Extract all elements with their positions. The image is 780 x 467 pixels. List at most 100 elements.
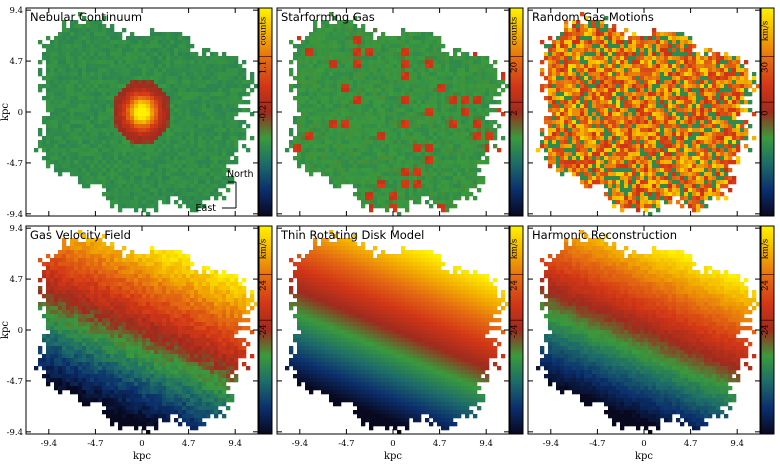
heatmap-cell	[325, 172, 330, 177]
heatmap-cell	[42, 148, 47, 153]
heatmap-cell	[162, 120, 167, 125]
heatmap-cell	[313, 152, 318, 157]
heatmap-cell	[214, 100, 219, 105]
heatmap-cell	[226, 140, 231, 145]
heatmap-cell	[349, 80, 354, 85]
heatmap-cell	[66, 152, 71, 157]
heatmap-cell	[222, 128, 227, 133]
heatmap-cell	[210, 172, 215, 177]
heatmap-cell	[206, 48, 211, 53]
heatmap-cell	[608, 44, 613, 49]
heatmap-cell	[688, 96, 693, 101]
heatmap-cell	[329, 80, 334, 85]
heatmap-cell	[198, 176, 203, 181]
heatmap-cell	[234, 92, 239, 97]
heatmap-cell	[469, 140, 474, 145]
heatmap-cell	[620, 64, 625, 69]
heatmap-cell	[616, 96, 621, 101]
heatmap-cell	[369, 204, 374, 209]
heatmap-cell	[393, 132, 398, 137]
heatmap-cell	[158, 196, 163, 201]
heatmap-cell	[684, 40, 689, 45]
heatmap-cell	[38, 72, 43, 77]
heatmap-cell	[361, 180, 366, 185]
heatmap-cell	[122, 72, 127, 77]
heatmap-cell	[433, 76, 438, 81]
heatmap-cell	[238, 124, 243, 129]
heatmap-cell	[50, 52, 55, 57]
heatmap-cell	[377, 52, 382, 57]
heatmap-cell	[592, 76, 597, 81]
heatmap-cell	[437, 188, 442, 193]
heatmap-cell	[162, 112, 167, 117]
heatmap-cell	[313, 20, 318, 25]
heatmap-cell	[544, 56, 549, 61]
heatmap-cell	[70, 84, 75, 89]
heatmap-cell	[58, 152, 63, 157]
heatmap-cell	[401, 164, 406, 169]
heatmap-cell	[393, 64, 398, 69]
heatmap-cell	[612, 96, 617, 101]
heatmap-cell	[369, 172, 374, 177]
heatmap-cell	[325, 60, 330, 65]
heatmap-cell	[413, 40, 418, 45]
heatmap-cell	[489, 68, 494, 73]
heatmap-cell	[393, 180, 398, 185]
heatmap-cell	[118, 156, 123, 161]
heatmap-cell	[154, 80, 159, 85]
heatmap-cell	[445, 164, 450, 169]
heatmap-cell	[301, 92, 306, 97]
heatmap-cell	[429, 188, 434, 193]
heatmap-cell	[206, 96, 211, 101]
heatmap-cell	[580, 80, 585, 85]
heatmap-cell	[409, 128, 414, 133]
heatmap-cell	[118, 100, 123, 105]
heatmap-cell	[202, 52, 207, 57]
heatmap-cell	[588, 36, 593, 41]
heatmap-cell	[425, 32, 430, 37]
heatmap-cell	[704, 68, 709, 73]
heatmap-cell	[457, 88, 462, 93]
heatmap-cell	[692, 92, 697, 97]
heatmap-cell	[425, 128, 430, 133]
heatmap-cell	[106, 48, 111, 53]
heatmap-cell	[728, 64, 733, 69]
heatmap-cell	[110, 116, 115, 121]
heatmap-cell	[146, 116, 151, 121]
heatmap-cell	[465, 152, 470, 157]
heatmap-cell	[485, 68, 490, 73]
heatmap-cell	[465, 88, 470, 93]
heatmap-cell	[485, 56, 490, 61]
heatmap-cell	[54, 120, 59, 125]
heatmap-cell	[162, 116, 167, 121]
heatmap-cell	[365, 108, 370, 113]
heatmap-cell	[66, 80, 71, 85]
heatmap-cell	[341, 120, 346, 125]
heatmap-cell	[548, 52, 553, 57]
heatmap-cell	[676, 92, 681, 97]
heatmap-cell	[198, 72, 203, 77]
heatmap-cell	[680, 100, 685, 105]
heatmap-cell	[449, 196, 454, 201]
heatmap-cell	[178, 120, 183, 125]
heatmap-cell	[548, 104, 553, 109]
heatmap-cell	[238, 84, 243, 89]
heatmap-cell	[305, 112, 310, 117]
heatmap-cell	[365, 64, 370, 69]
heatmap-cell	[305, 100, 310, 105]
heatmap-cell	[732, 64, 737, 69]
heatmap-cell	[736, 60, 741, 65]
heatmap-cell	[178, 156, 183, 161]
heatmap-cell	[58, 136, 63, 141]
heatmap-cell	[429, 72, 434, 77]
heatmap-cell	[345, 108, 350, 113]
heatmap-cell	[333, 84, 338, 89]
heatmap-cell	[485, 108, 490, 113]
heatmap-cell	[337, 52, 342, 57]
heatmap-cell	[190, 172, 195, 177]
heatmap-cell	[461, 136, 466, 141]
heatmap-cell	[576, 52, 581, 57]
heatmap-cell	[361, 76, 366, 81]
heatmap-cell	[333, 108, 338, 113]
heatmap-cell	[94, 164, 99, 169]
